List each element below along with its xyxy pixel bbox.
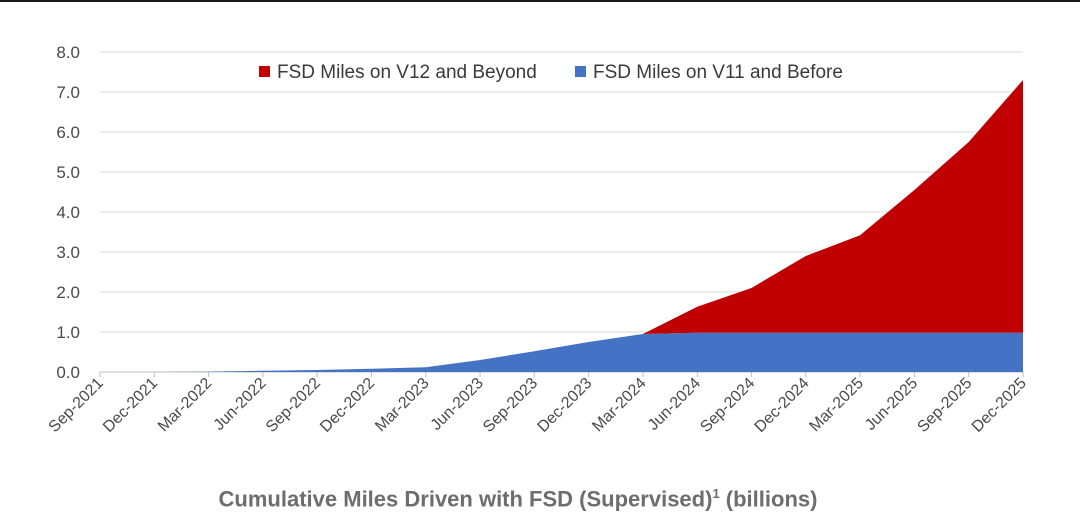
x-tick-label: Mar-2024 bbox=[589, 375, 650, 436]
chart-title-footnote: 1 bbox=[712, 486, 720, 501]
x-tick-label: Sep-2021 bbox=[46, 375, 107, 436]
y-tick-label: 0.0 bbox=[56, 363, 80, 382]
x-tick-label: Jun-2024 bbox=[645, 375, 704, 434]
y-tick-label: 2.0 bbox=[56, 283, 80, 302]
area-chart: 0.01.02.03.04.05.06.07.08.0 Sep-2021Dec-… bbox=[46, 43, 1030, 436]
x-tick-label: Jun-2022 bbox=[211, 375, 270, 434]
legend-swatch bbox=[259, 66, 270, 77]
x-tick-label: Sep-2023 bbox=[480, 375, 541, 436]
x-tick-label: Mar-2025 bbox=[806, 375, 867, 436]
plot-areas bbox=[100, 80, 1023, 372]
chart-title-suffix: (billions) bbox=[725, 486, 818, 512]
x-tick-label: Dec-2023 bbox=[534, 375, 595, 436]
y-axis: 0.0 1.0 2.0 3.0 4.0 5.0 6.0 7.0 8.0 bbox=[56, 43, 80, 382]
y-tick-label: 3.0 bbox=[56, 243, 80, 262]
legend-label: FSD Miles on V12 and Beyond bbox=[277, 62, 537, 83]
chart-title: Cumulative Miles Driven with FSD (Superv… bbox=[0, 486, 1036, 512]
x-tick-label: Mar-2023 bbox=[372, 375, 433, 436]
x-tick-label: Sep-2024 bbox=[697, 375, 758, 436]
y-tick-label: 5.0 bbox=[56, 163, 80, 182]
legend-label: FSD Miles on V11 and Before bbox=[593, 62, 843, 83]
chart-title-text: Cumulative Miles Driven with FSD (Superv… bbox=[218, 486, 713, 512]
area-series-2 bbox=[100, 80, 1023, 372]
top-border bbox=[0, 0, 1080, 2]
x-axis: Sep-2021Dec-2021Mar-2022Jun-2022Sep-2022… bbox=[46, 372, 1030, 436]
legend: FSD Miles on V12 and Beyond FSD Miles on … bbox=[259, 62, 843, 83]
y-tick-label: 1.0 bbox=[56, 323, 80, 342]
x-tick-label: Jun-2023 bbox=[428, 375, 487, 434]
area-series-1 bbox=[100, 332, 1023, 372]
y-tick-label: 7.0 bbox=[56, 83, 80, 102]
y-tick-label: 8.0 bbox=[56, 43, 80, 62]
x-tick-label: Dec-2025 bbox=[969, 375, 1030, 436]
legend-swatch bbox=[575, 66, 586, 77]
x-tick-label: Dec-2021 bbox=[100, 375, 161, 436]
y-tick-label: 4.0 bbox=[56, 203, 80, 222]
x-tick-label: Dec-2022 bbox=[317, 375, 378, 436]
x-tick-label: Sep-2022 bbox=[263, 375, 324, 436]
x-tick-label: Dec-2024 bbox=[752, 375, 813, 436]
x-tick-label: Sep-2025 bbox=[914, 375, 975, 436]
x-tick-label: Mar-2022 bbox=[155, 375, 216, 436]
y-tick-label: 6.0 bbox=[56, 123, 80, 142]
x-tick-label: Jun-2025 bbox=[862, 375, 921, 434]
